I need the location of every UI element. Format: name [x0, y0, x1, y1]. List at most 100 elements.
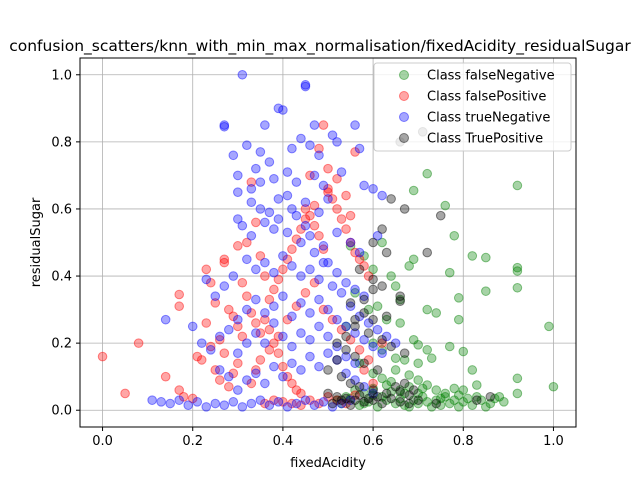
data-point [264, 400, 275, 410]
data-point [435, 210, 446, 221]
data-point [174, 301, 184, 312]
data-point [332, 137, 342, 147]
data-point [354, 143, 365, 154]
data-point [291, 301, 302, 312]
data-point [368, 390, 378, 400]
data-point [327, 281, 338, 291]
data-point [201, 318, 212, 328]
data-point [336, 167, 347, 177]
data-point [336, 398, 347, 409]
series-1 [97, 120, 387, 410]
data-point [305, 308, 315, 318]
data-point [431, 385, 442, 395]
data-point [472, 380, 482, 390]
data-point [413, 395, 423, 405]
data-point [156, 397, 166, 407]
data-point [336, 371, 347, 382]
data-point [422, 345, 433, 355]
data-point [386, 393, 396, 404]
data-point [481, 402, 491, 412]
data-point [291, 177, 302, 187]
data-point [467, 251, 478, 261]
data-point [174, 385, 184, 395]
legend-label: Class trueNegative [427, 111, 550, 126]
data-point [278, 105, 288, 115]
data-point [363, 355, 374, 365]
data-point [273, 348, 284, 359]
data-point [287, 358, 297, 369]
data-point [300, 220, 311, 231]
chart-title: confusion_scatters/knn_with_min_max_norm… [9, 37, 631, 56]
data-point [242, 338, 252, 348]
data-point [269, 318, 279, 328]
data-point [260, 271, 270, 281]
data-point [269, 301, 279, 312]
data-point [300, 80, 311, 90]
data-point [336, 398, 347, 409]
data-point [377, 345, 387, 355]
data-point [233, 321, 243, 332]
data-point [287, 398, 297, 409]
data-point [228, 311, 239, 322]
data-point [440, 392, 451, 402]
data-point [444, 398, 455, 409]
data-points [97, 69, 559, 412]
data-point [282, 190, 293, 201]
data-point [260, 338, 270, 348]
data-point [165, 398, 175, 409]
data-point [282, 167, 293, 177]
data-point [251, 217, 261, 228]
data-point [359, 398, 369, 409]
data-point [192, 397, 203, 407]
data-point [323, 365, 333, 375]
data-point [359, 334, 369, 345]
x-tick-label: 0.2 [182, 434, 203, 449]
data-point [422, 380, 433, 390]
data-point [359, 397, 369, 407]
data-point [314, 274, 324, 285]
data-point [296, 388, 306, 399]
data-point [372, 365, 383, 375]
data-point [296, 133, 306, 144]
data-point [332, 227, 342, 238]
data-point [246, 398, 257, 409]
data-point [408, 395, 419, 405]
data-point [296, 298, 306, 308]
data-point [251, 328, 261, 338]
data-point [260, 257, 270, 268]
data-point [305, 140, 315, 151]
data-point [354, 311, 365, 322]
data-point [422, 304, 433, 315]
data-point [300, 204, 311, 214]
data-point [386, 271, 396, 281]
data-point [350, 390, 360, 400]
x-axis-ticks: 0.0 0.2 0.4 0.6 0.8 1.0 [92, 427, 564, 449]
data-point [363, 318, 374, 328]
data-point [368, 264, 378, 275]
data-point [390, 353, 401, 364]
data-point [359, 308, 369, 318]
data-point [278, 331, 288, 342]
data-point [332, 267, 342, 278]
data-point [413, 340, 423, 350]
data-point [237, 402, 248, 412]
data-point [282, 254, 293, 265]
data-point [269, 361, 279, 372]
data-point [377, 398, 387, 409]
data-point [377, 392, 387, 402]
data-point [224, 304, 234, 315]
data-point [345, 210, 356, 221]
data-point [214, 331, 225, 342]
data-point [305, 351, 315, 362]
data-point [160, 314, 171, 325]
data-point [332, 173, 342, 184]
data-point [368, 284, 378, 295]
data-point [345, 298, 356, 308]
data-point [359, 180, 369, 191]
data-point [196, 355, 207, 365]
legend-marker [399, 91, 409, 101]
data-point [296, 237, 306, 248]
data-point [309, 220, 320, 231]
legend-label: Class falseNegative [427, 69, 555, 84]
data-point [300, 81, 311, 92]
